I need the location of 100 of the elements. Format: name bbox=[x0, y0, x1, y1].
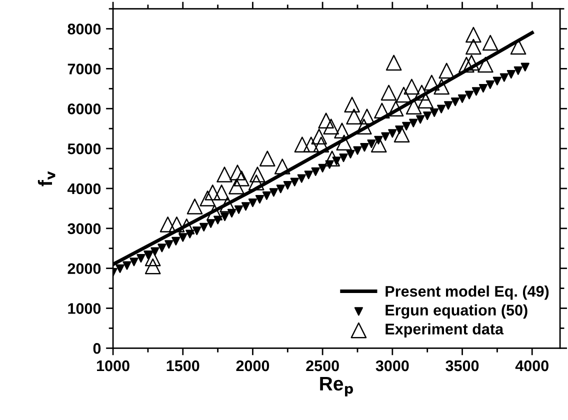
point bbox=[230, 164, 246, 180]
point bbox=[388, 100, 404, 117]
point bbox=[276, 184, 285, 194]
y-tick-label: 7000 bbox=[68, 64, 101, 74]
legend-label: Present model Eq. (49) bbox=[386, 286, 549, 300]
point bbox=[380, 84, 397, 101]
point bbox=[297, 174, 306, 183]
point bbox=[458, 56, 474, 73]
point bbox=[318, 112, 334, 129]
point bbox=[204, 184, 221, 200]
point bbox=[492, 76, 502, 86]
point bbox=[514, 66, 522, 76]
point bbox=[466, 38, 482, 55]
point bbox=[464, 54, 480, 71]
point bbox=[367, 139, 376, 148]
y-tick-label: 6000 bbox=[68, 104, 101, 114]
point bbox=[478, 56, 494, 73]
point bbox=[234, 205, 244, 214]
y-axis-title: f$_{v}$ bbox=[38, 171, 56, 186]
point bbox=[274, 158, 290, 174]
point bbox=[259, 150, 276, 166]
point bbox=[430, 108, 439, 117]
point bbox=[269, 188, 278, 197]
point bbox=[406, 98, 422, 115]
point bbox=[386, 54, 402, 71]
x-axis-title: Re$_{p}$ bbox=[320, 377, 354, 396]
point bbox=[486, 80, 494, 89]
point bbox=[311, 128, 327, 144]
point bbox=[228, 178, 244, 194]
point bbox=[192, 226, 202, 236]
point bbox=[234, 170, 250, 186]
point bbox=[444, 101, 453, 110]
point bbox=[346, 108, 362, 125]
point bbox=[464, 90, 474, 100]
point bbox=[248, 174, 264, 190]
point bbox=[336, 134, 352, 150]
point bbox=[424, 74, 440, 91]
point bbox=[466, 26, 482, 43]
x-tick-label: 4000 bbox=[515, 360, 548, 372]
point bbox=[394, 126, 410, 142]
point bbox=[437, 104, 446, 114]
point bbox=[434, 78, 450, 95]
legend-label: Experiment data bbox=[386, 323, 504, 338]
point bbox=[116, 264, 124, 274]
point bbox=[186, 198, 203, 214]
point bbox=[506, 70, 516, 79]
point bbox=[303, 136, 320, 152]
point bbox=[381, 132, 390, 141]
point bbox=[334, 122, 350, 138]
point bbox=[500, 73, 508, 82]
point bbox=[122, 261, 132, 270]
point bbox=[359, 108, 375, 125]
point bbox=[356, 118, 372, 135]
point bbox=[164, 240, 174, 249]
point bbox=[255, 194, 264, 204]
point bbox=[396, 86, 412, 103]
point bbox=[136, 254, 146, 263]
point bbox=[472, 87, 481, 96]
legend-label: Ergun equation (50) bbox=[386, 304, 528, 319]
x-tick-label: 2500 bbox=[306, 360, 339, 372]
point bbox=[220, 212, 230, 222]
point bbox=[520, 62, 530, 72]
point bbox=[409, 118, 418, 128]
point bbox=[130, 258, 138, 266]
point bbox=[158, 244, 166, 252]
y-tick-label: 3000 bbox=[68, 223, 101, 234]
point bbox=[339, 153, 348, 162]
point bbox=[200, 222, 208, 232]
point bbox=[313, 136, 330, 152]
point bbox=[248, 198, 258, 208]
x-tick-label: 1500 bbox=[166, 360, 200, 372]
point bbox=[344, 96, 360, 113]
point bbox=[200, 190, 216, 206]
point bbox=[402, 122, 411, 130]
x-tick-label: 2000 bbox=[236, 360, 270, 372]
point bbox=[416, 115, 425, 124]
point bbox=[262, 191, 271, 200]
point bbox=[346, 150, 355, 158]
point bbox=[220, 196, 236, 212]
point bbox=[438, 62, 455, 79]
point bbox=[404, 78, 420, 95]
point bbox=[168, 216, 185, 232]
point bbox=[388, 129, 397, 138]
y-tick-label: 2000 bbox=[68, 263, 101, 274]
x-tick-label: 1000 bbox=[97, 360, 130, 372]
point bbox=[304, 170, 313, 180]
point bbox=[216, 166, 232, 182]
point bbox=[214, 184, 230, 200]
point bbox=[458, 94, 467, 103]
point bbox=[360, 143, 369, 152]
point bbox=[482, 34, 498, 51]
point bbox=[283, 180, 292, 190]
point bbox=[423, 112, 432, 120]
point bbox=[323, 118, 339, 135]
point bbox=[478, 84, 488, 93]
point bbox=[144, 258, 161, 274]
point bbox=[324, 150, 340, 166]
y-tick-label: 4000 bbox=[67, 183, 101, 194]
x-tick-label: 3000 bbox=[376, 360, 409, 372]
y-tick-label: 1000 bbox=[68, 303, 101, 314]
